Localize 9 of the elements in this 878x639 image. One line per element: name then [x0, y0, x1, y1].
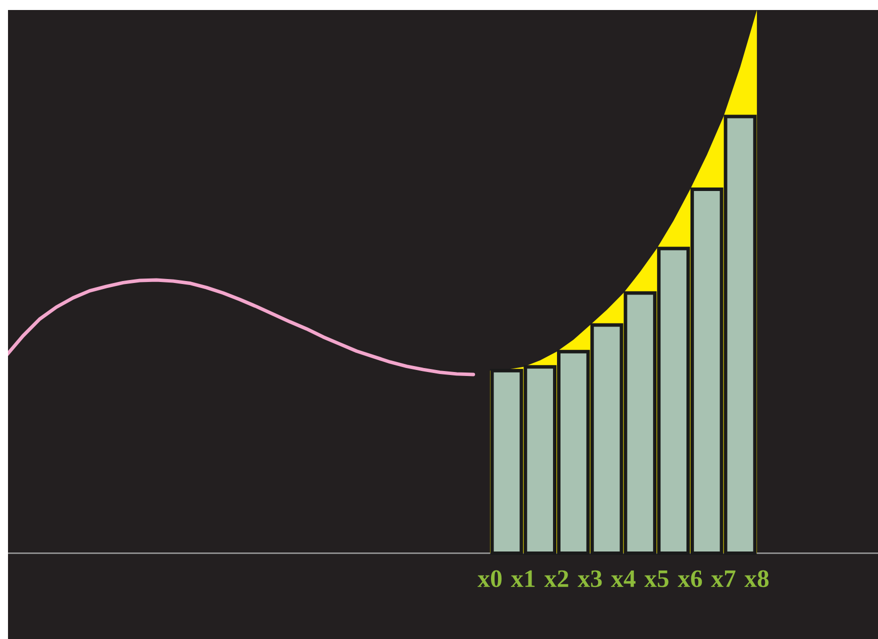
x-tick-label: x5: [644, 570, 668, 588]
x-tick-label: x8: [744, 570, 769, 588]
x-tick-label: x1: [510, 570, 535, 587]
x-tick-label: x7: [711, 570, 736, 587]
x-tick-label: x0: [478, 570, 502, 588]
x-tick-label: x6: [678, 570, 702, 588]
x-tick-label: x2: [544, 570, 568, 587]
x-tick-label: x4: [611, 570, 636, 587]
x-tick-label: x3: [578, 570, 602, 588]
